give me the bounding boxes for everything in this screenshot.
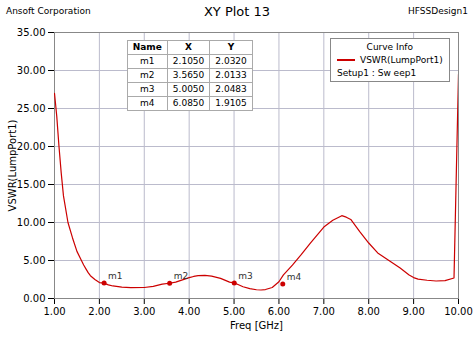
svg-text:7.00: 7.00	[313, 306, 335, 317]
html-text:m4: m4	[140, 98, 155, 108]
html-text:3.5650: 3.5650	[172, 70, 205, 80]
html-text:2.0320: 2.0320	[215, 56, 247, 66]
html-text:Y: Y	[227, 42, 235, 52]
html-text:Setup1 : Sw eep1: Setup1 : Sw eep1	[337, 68, 417, 78]
html-text:Name: Name	[132, 42, 162, 52]
html-text:5.0050: 5.0050	[172, 84, 205, 94]
svg-text:35.00: 35.00	[17, 27, 46, 38]
html-text:X: X	[185, 42, 192, 52]
svg-text:15.00: 15.00	[17, 179, 46, 190]
svg-text:m3: m3	[238, 271, 253, 281]
html-text:m2: m2	[140, 70, 155, 80]
svg-text:2.00: 2.00	[88, 306, 110, 317]
html-text:XY Plot 13: XY Plot 13	[203, 3, 271, 19]
svg-text:20.00: 20.00	[17, 141, 46, 152]
html-text:2.0133: 2.0133	[215, 70, 247, 80]
svg-text:6.00: 6.00	[268, 306, 290, 317]
svg-text:8.00: 8.00	[358, 306, 380, 317]
svg-text:Freq [GHz]: Freq [GHz]	[230, 320, 283, 331]
svg-text:25.00: 25.00	[17, 103, 46, 114]
html-text:1.9105: 1.9105	[215, 98, 247, 108]
svg-text:m2: m2	[174, 271, 189, 281]
html-text:m1: m1	[140, 56, 155, 66]
svg-text:10.00: 10.00	[17, 217, 46, 228]
html-text:m3: m3	[140, 84, 155, 94]
svg-text:5.00: 5.00	[223, 306, 245, 317]
svg-text:VSWR(LumpPort1): VSWR(LumpPort1)	[7, 119, 18, 211]
svg-text:9.00: 9.00	[402, 306, 424, 317]
html-text:2.0483: 2.0483	[215, 84, 247, 94]
svg-text:10.00: 10.00	[444, 306, 473, 317]
svg-text:30.00: 30.00	[17, 65, 46, 76]
svg-text:5.00: 5.00	[23, 255, 45, 266]
svg-text:4.00: 4.00	[178, 306, 200, 317]
html-text:Curve Info: Curve Info	[366, 42, 413, 52]
svg-text:1.00: 1.00	[43, 306, 65, 317]
html-text:VSWR(LumpPort1): VSWR(LumpPort1)	[360, 55, 443, 65]
svg-text:m1: m1	[108, 271, 123, 281]
svg-text:0.00: 0.00	[23, 293, 45, 304]
html-text:6.0850: 6.0850	[172, 98, 205, 108]
html-text:HFSSDesign1: HFSSDesign1	[408, 6, 468, 16]
html-text:Ansoft Corporation: Ansoft Corporation	[6, 6, 91, 16]
svg-text:m4: m4	[287, 272, 302, 282]
html-text:2.1050: 2.1050	[172, 56, 205, 66]
svg-text:3.00: 3.00	[133, 306, 155, 317]
